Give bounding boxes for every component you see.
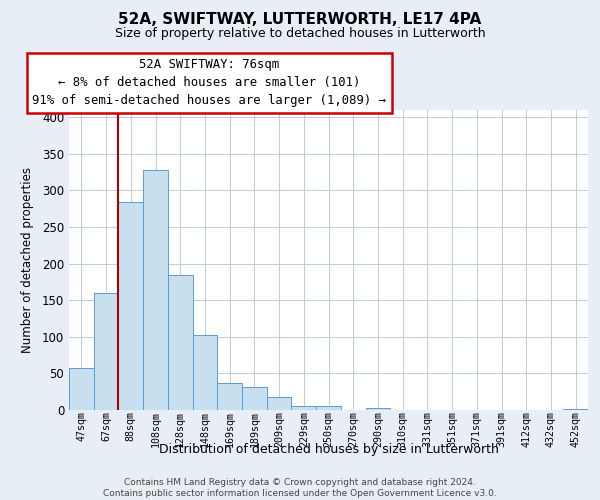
Bar: [365, 408, 390, 410]
Y-axis label: Number of detached properties: Number of detached properties: [20, 167, 34, 353]
Bar: [242, 386, 267, 410]
Bar: [94, 293, 118, 410]
Text: Size of property relative to detached houses in Lutterworth: Size of property relative to detached ho…: [115, 28, 485, 40]
Bar: [267, 397, 292, 410]
Bar: [316, 406, 341, 410]
Bar: [168, 274, 193, 410]
Bar: [118, 202, 143, 410]
Bar: [193, 334, 217, 410]
Bar: [563, 408, 588, 410]
Bar: [217, 383, 242, 410]
Bar: [143, 170, 168, 410]
Text: 52A SWIFTWAY: 76sqm
← 8% of detached houses are smaller (101)
91% of semi-detach: 52A SWIFTWAY: 76sqm ← 8% of detached hou…: [32, 58, 386, 107]
Text: Contains HM Land Registry data © Crown copyright and database right 2024.
Contai: Contains HM Land Registry data © Crown c…: [103, 478, 497, 498]
Text: Distribution of detached houses by size in Lutterworth: Distribution of detached houses by size …: [159, 442, 499, 456]
Text: 52A, SWIFTWAY, LUTTERWORTH, LE17 4PA: 52A, SWIFTWAY, LUTTERWORTH, LE17 4PA: [118, 12, 482, 28]
Bar: [69, 368, 94, 410]
Bar: [292, 406, 316, 410]
